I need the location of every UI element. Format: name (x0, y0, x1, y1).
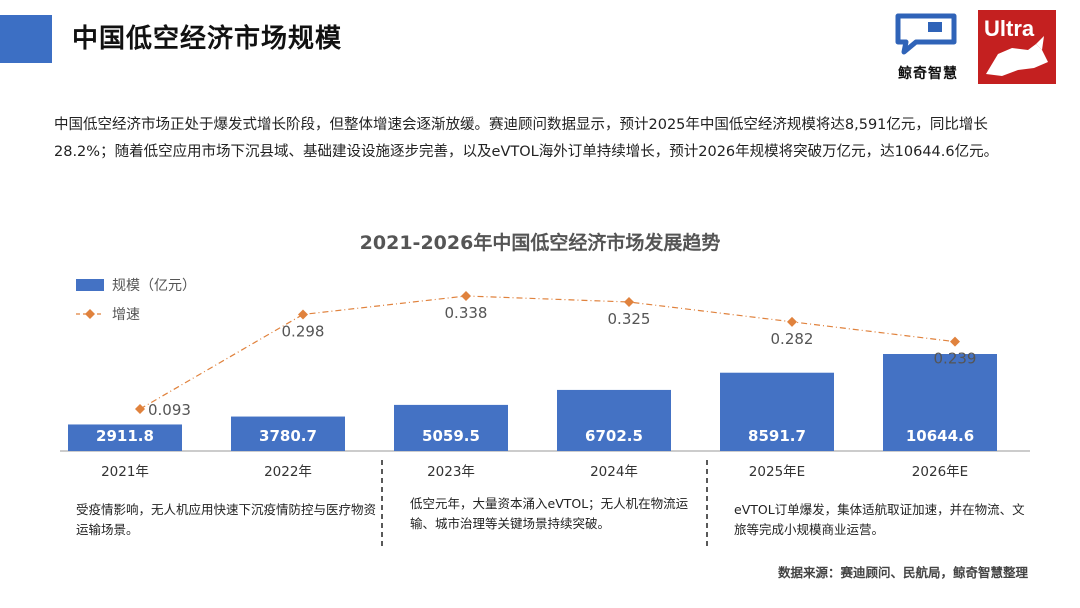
growth-point (461, 291, 471, 301)
x-tick-label: 2024年 (590, 464, 638, 480)
brand-name: 鲸奇智慧 (898, 66, 958, 82)
bar-value-label: 6702.5 (585, 427, 643, 445)
legend-bar-label: 规模（亿元） (112, 278, 196, 294)
growth-value-label: 0.298 (282, 322, 325, 340)
growth-value-label: 0.239 (934, 350, 977, 368)
phase-note: 低空元年，大量资本涌入eVTOL；无人机在物流运输、城市治理等关键场景持续突破。 (410, 496, 689, 531)
title-accent-bar (0, 15, 52, 63)
bar-value-label: 10644.6 (906, 427, 974, 445)
bar-value-label: 5059.5 (422, 427, 480, 445)
page-title: 中国低空经济市场规模 (72, 24, 343, 54)
bar (557, 389, 671, 451)
legend-line-label: 增速 (112, 307, 140, 323)
intro-paragraph: 中国低空经济市场正处于爆发式增长阶段，但整体增速会逐渐放缓。赛迪顾问数据显示，预… (54, 117, 999, 160)
whale-logo-icon (895, 13, 957, 55)
bar (883, 354, 997, 451)
legend-line-marker (85, 309, 95, 319)
chart-title: 2021-2026年中国低空经济市场发展趋势 (359, 232, 721, 254)
growth-point (135, 404, 145, 414)
growth-point (298, 309, 308, 320)
bar-value-label: 3780.7 (259, 427, 317, 445)
growth-value-label: 0.282 (771, 330, 814, 348)
data-source: 数据来源：赛迪顾问、民航局，鲸奇智慧整理 (777, 565, 1028, 580)
ultra-logo: Ultra (978, 10, 1056, 84)
rhino-logo-icon (986, 36, 1048, 76)
growth-line (139, 295, 956, 410)
x-tick-label: 2023年 (427, 464, 475, 480)
growth-point (950, 336, 960, 347)
x-tick-label: 2025年E (749, 464, 805, 480)
bar (231, 416, 345, 451)
bar (394, 404, 508, 451)
x-tick-label: 2021年 (101, 464, 149, 480)
chart-legend: 规模（亿元） 增速 (76, 278, 196, 323)
bar (68, 424, 182, 451)
bar-value-label: 2911.8 (96, 427, 154, 445)
growth-value-label: 0.338 (445, 304, 488, 322)
growth-point (787, 316, 797, 327)
legend-bar-swatch (76, 279, 104, 291)
phase-note: 受疫情影响，无人机应用快速下沉疫情防控与医疗物资运输场景。 (76, 502, 377, 537)
x-tick-label: 2022年 (264, 464, 312, 480)
ultra-logo-text: Ultra (984, 16, 1035, 41)
growth-point (624, 296, 634, 307)
growth-value-label: 0.093 (148, 401, 191, 419)
growth-value-label: 0.325 (608, 310, 651, 328)
x-tick-label: 2026年E (912, 464, 968, 480)
phase-note: eVTOL订单爆发，集体适航取证加速，并在物流、文旅等完成小规模商业运营。 (734, 502, 1025, 537)
brand-logo: 鲸奇智慧 (888, 8, 968, 88)
bar-value-label: 8591.7 (748, 427, 806, 445)
bar (720, 372, 834, 451)
